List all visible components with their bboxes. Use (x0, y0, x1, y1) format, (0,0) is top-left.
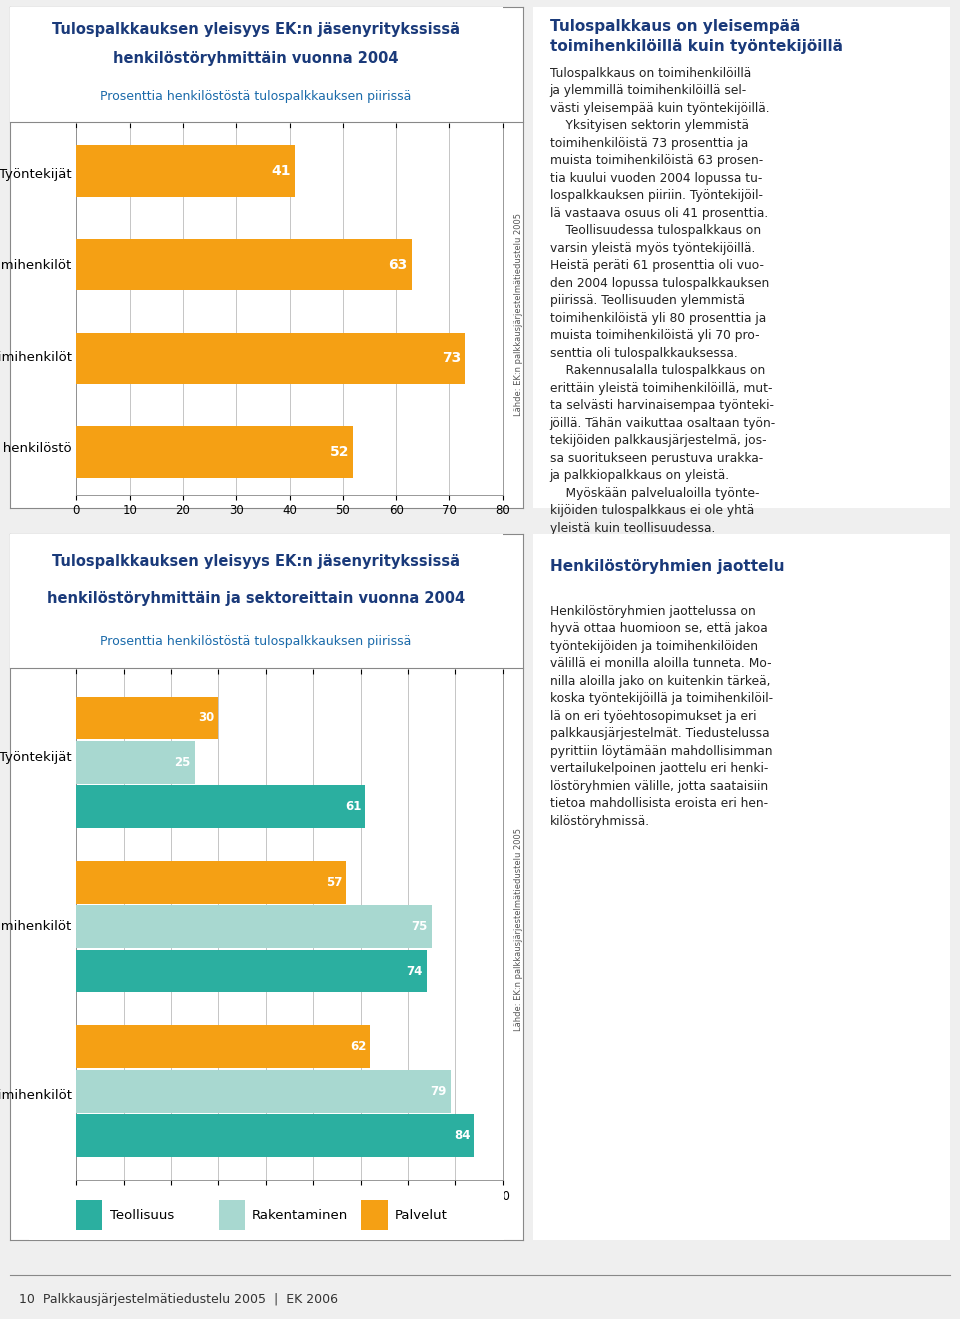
Text: 75: 75 (412, 921, 428, 934)
Text: Henkilöstöryhmien jaottelu: Henkilöstöryhmien jaottelu (549, 559, 784, 574)
Text: 61: 61 (346, 801, 362, 814)
Bar (77, 785, 366, 828)
Text: henkilöstöryhmittäin ja sektoreittain vuonna 2004: henkilöstöryhmittäin ja sektoreittain vu… (47, 591, 466, 605)
Text: Henkilöstöryhmien jaottelussa on
hyvä ottaa huomioon se, että jakoa
työntekijöid: Henkilöstöryhmien jaottelussa on hyvä ot… (549, 604, 773, 828)
Text: Ylemmät toimihenkilöt: Ylemmät toimihenkilöt (0, 1089, 72, 1101)
Text: 52: 52 (329, 446, 349, 459)
Bar (77, 861, 347, 904)
Text: Rakentaminen: Rakentaminen (252, 1208, 348, 1221)
Bar (77, 1115, 474, 1157)
Text: 84: 84 (454, 1129, 470, 1142)
Bar (77, 1025, 370, 1068)
Text: Ylemmät toimihenkilöt: Ylemmät toimihenkilöt (0, 351, 72, 364)
Text: Tulospalkkaus on toimihenkilöillä
ja ylemmillä toimihenkilöillä sel-
västi yleis: Tulospalkkaus on toimihenkilöillä ja yle… (549, 67, 776, 534)
Text: Palvelut: Palvelut (395, 1208, 447, 1221)
Text: Tulospalkkaus on yleisempää: Tulospalkkaus on yleisempää (549, 20, 800, 34)
Text: 10  Palkkausjärjestelmätiedustelu 2005  |  EK 2006: 10 Palkkausjärjestelmätiedustelu 2005 | … (19, 1293, 338, 1306)
Text: Lähde: EK:n palkkausjärjestelmätiedustelu 2005: Lähde: EK:n palkkausjärjestelmätiedustel… (514, 214, 523, 417)
Text: 30: 30 (199, 711, 215, 724)
Bar (77, 905, 432, 948)
Bar (77, 741, 195, 783)
Text: Prosenttia henkilöstöstä tulospalkkauksen piirissä: Prosenttia henkilöstöstä tulospalkkaukse… (101, 90, 412, 103)
Bar (77, 426, 353, 477)
Bar (219, 1200, 245, 1231)
Text: Työntekijät: Työntekijät (0, 168, 72, 181)
Text: Lähde: EK:n palkkausjärjestelmätiedustelu 2005: Lähde: EK:n palkkausjärjestelmätiedustel… (514, 828, 523, 1031)
Bar (76, 1200, 103, 1231)
Text: Työntekijät: Työntekijät (0, 752, 72, 765)
Text: 41: 41 (271, 164, 291, 178)
Text: 57: 57 (326, 876, 343, 889)
Bar (361, 1200, 388, 1231)
Text: Teollisuus: Teollisuus (109, 1208, 174, 1221)
Bar (77, 145, 295, 197)
Bar (77, 1070, 450, 1112)
Text: toimihenkilöillä kuin työntekijöillä: toimihenkilöillä kuin työntekijöillä (549, 40, 843, 54)
Text: 25: 25 (175, 756, 191, 769)
Text: Koko henkilöstö: Koko henkilöstö (0, 442, 72, 455)
Text: Tulospalkkauksen yleisyys EK:n jäsenyritykssissä: Tulospalkkauksen yleisyys EK:n jäsenyrit… (52, 22, 460, 37)
Text: Tulospalkkauksen yleisyys EK:n jäsenyritykssissä: Tulospalkkauksen yleisyys EK:n jäsenyrit… (52, 554, 460, 568)
Bar (77, 332, 466, 384)
Text: Toimihenkilöt: Toimihenkilöt (0, 260, 72, 272)
Text: 73: 73 (442, 351, 461, 365)
Text: Prosenttia henkilöstöstä tulospalkkauksen piirissä: Prosenttia henkilöstöstä tulospalkkaukse… (101, 634, 412, 648)
Text: 74: 74 (407, 964, 423, 977)
Text: 63: 63 (389, 257, 408, 272)
Bar (77, 950, 427, 992)
Text: henkilöstöryhmittäin vuonna 2004: henkilöstöryhmittäin vuonna 2004 (113, 51, 398, 66)
Bar (77, 239, 412, 290)
Text: 79: 79 (430, 1084, 446, 1097)
Bar (77, 696, 219, 740)
Text: 62: 62 (349, 1041, 367, 1054)
Text: Toimihenkilöt: Toimihenkilöt (0, 921, 72, 934)
